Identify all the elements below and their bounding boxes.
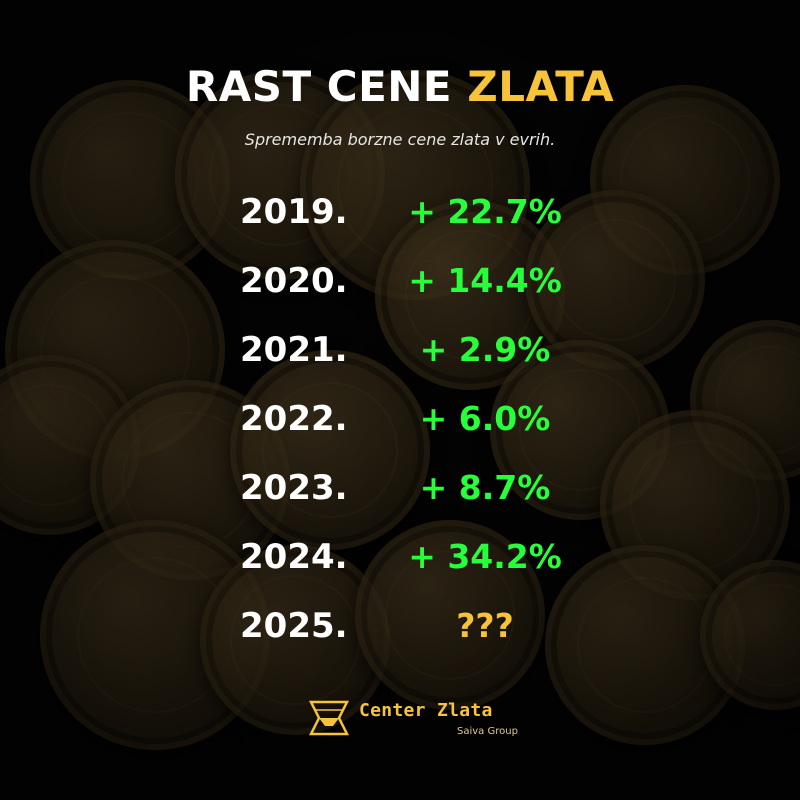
- change-value: + 14.4%: [408, 261, 562, 300]
- change-value: + 34.2%: [408, 537, 562, 576]
- subtitle: Sprememba borzne cene zlata v evrih.: [244, 130, 556, 149]
- list-item: 2023. + 8.7%: [0, 464, 800, 533]
- list-item: 2021. + 2.9%: [0, 326, 800, 395]
- year-label: 2024.: [240, 537, 348, 577]
- change-value: + 2.9%: [419, 330, 551, 369]
- list-item: 2022. + 6.0%: [0, 395, 800, 464]
- year-label: 2023.: [240, 468, 348, 508]
- change-value: + 8.7%: [419, 468, 551, 507]
- change-value: + 22.7%: [408, 192, 562, 231]
- list-item: 2025. ???: [0, 602, 800, 671]
- page-title: RAST CENE ZLATA: [0, 62, 800, 111]
- brand-tagline: Saiva Group: [457, 726, 518, 737]
- year-label: 2020.: [240, 261, 348, 301]
- list-item: 2020. + 14.4%: [0, 257, 800, 326]
- title-main: RAST CENE: [185, 62, 453, 111]
- title-accent: ZLATA: [467, 62, 615, 111]
- year-label: 2021.: [240, 330, 348, 370]
- brand-logo: Center Zlata Saiva Group: [305, 696, 525, 746]
- year-label: 2019.: [240, 192, 348, 232]
- year-label: 2022.: [240, 399, 348, 439]
- change-value-unknown: ???: [456, 606, 514, 645]
- change-value: + 6.0%: [419, 399, 551, 438]
- yearly-change-list: 2019. + 22.7% 2020. + 14.4% 2021. + 2.9%…: [0, 188, 800, 671]
- brand-name: Center Zlata: [359, 700, 493, 721]
- center-zlata-logo-icon: [308, 700, 350, 736]
- list-item: 2019. + 22.7%: [0, 188, 800, 257]
- list-item: 2024. + 34.2%: [0, 533, 800, 602]
- year-label: 2025.: [240, 606, 348, 646]
